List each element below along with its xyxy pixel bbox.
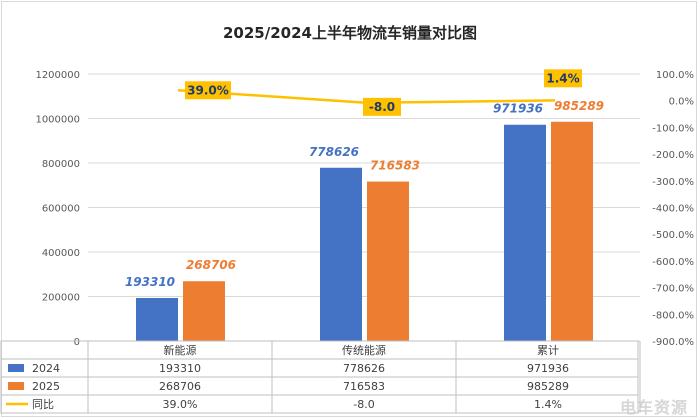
y-tick-label: 200000 [42, 293, 80, 304]
x-tick-label: 新能源 [164, 343, 197, 357]
bar-2025 [367, 181, 409, 341]
bar-2024 [320, 167, 362, 341]
y-tick-label: 0 [74, 337, 80, 348]
table-cell: 985289 [527, 380, 569, 393]
table-cell: 778626 [343, 362, 385, 375]
y2-tick-label: -200.0% [652, 150, 694, 161]
table-cell: 1.4% [534, 398, 562, 411]
y2-tick-label: -100.0% [652, 123, 694, 134]
legend-swatch-2024 [8, 364, 24, 372]
bar-value-label: 193310 [125, 275, 175, 289]
table-cell: 716583 [343, 380, 385, 393]
bar-value-label: 716583 [370, 159, 420, 173]
bar-2024 [504, 124, 546, 342]
y2-tick-label: -700.0% [652, 284, 694, 295]
table-cell: 971936 [527, 362, 569, 375]
bar-2025 [551, 121, 593, 342]
y2-tick-label: -500.0% [652, 230, 694, 241]
y-tick-label: 600000 [42, 204, 80, 215]
legend-label: 同比 [32, 398, 54, 411]
y-tick-label: 400000 [42, 248, 80, 259]
table-cell: 193310 [159, 362, 201, 375]
watermark: 电车资源 [619, 398, 688, 417]
line-label-box [544, 69, 582, 88]
y-tick-label: 1200000 [35, 70, 80, 81]
y2-tick-label: -600.0% [652, 257, 694, 268]
bar-value-label: 268706 [186, 258, 236, 272]
bar-value-label: 778626 [309, 145, 359, 159]
line-value-label: -8.0 [369, 100, 395, 114]
legend-label: 2025 [32, 380, 60, 393]
bar-value-label: 971936 [493, 102, 543, 116]
x-tick-label: 累计 [537, 344, 559, 357]
y-tick-label: 800000 [42, 159, 80, 170]
table-cell: -8.0 [353, 398, 374, 411]
chart-title: 2025/2024上半年物流车销量对比图 [223, 24, 477, 42]
bar-2024 [136, 297, 178, 341]
line-label-box [185, 81, 231, 100]
y2-tick-label: 100.0% [656, 70, 694, 81]
line-value-label: 39.0% [187, 83, 229, 97]
legend-swatch-2025 [8, 382, 24, 390]
table-cell: 268706 [159, 380, 201, 393]
line-value-label: 1.4% [546, 71, 579, 85]
line-label-box [363, 97, 401, 116]
legend-label: 2024 [32, 362, 60, 375]
y2-tick-label: -900.0% [652, 337, 694, 348]
bar-2025 [183, 281, 225, 341]
y-tick-label: 1000000 [35, 115, 80, 126]
y2-tick-label: -300.0% [652, 177, 694, 188]
x-tick-label: 传统能源 [342, 343, 386, 357]
table-cell: 39.0% [163, 398, 198, 411]
bar-value-label: 985289 [554, 99, 604, 113]
y2-tick-label: -800.0% [652, 310, 694, 321]
y2-tick-label: -400.0% [652, 204, 694, 215]
y2-tick-label: 0.0% [669, 97, 694, 108]
